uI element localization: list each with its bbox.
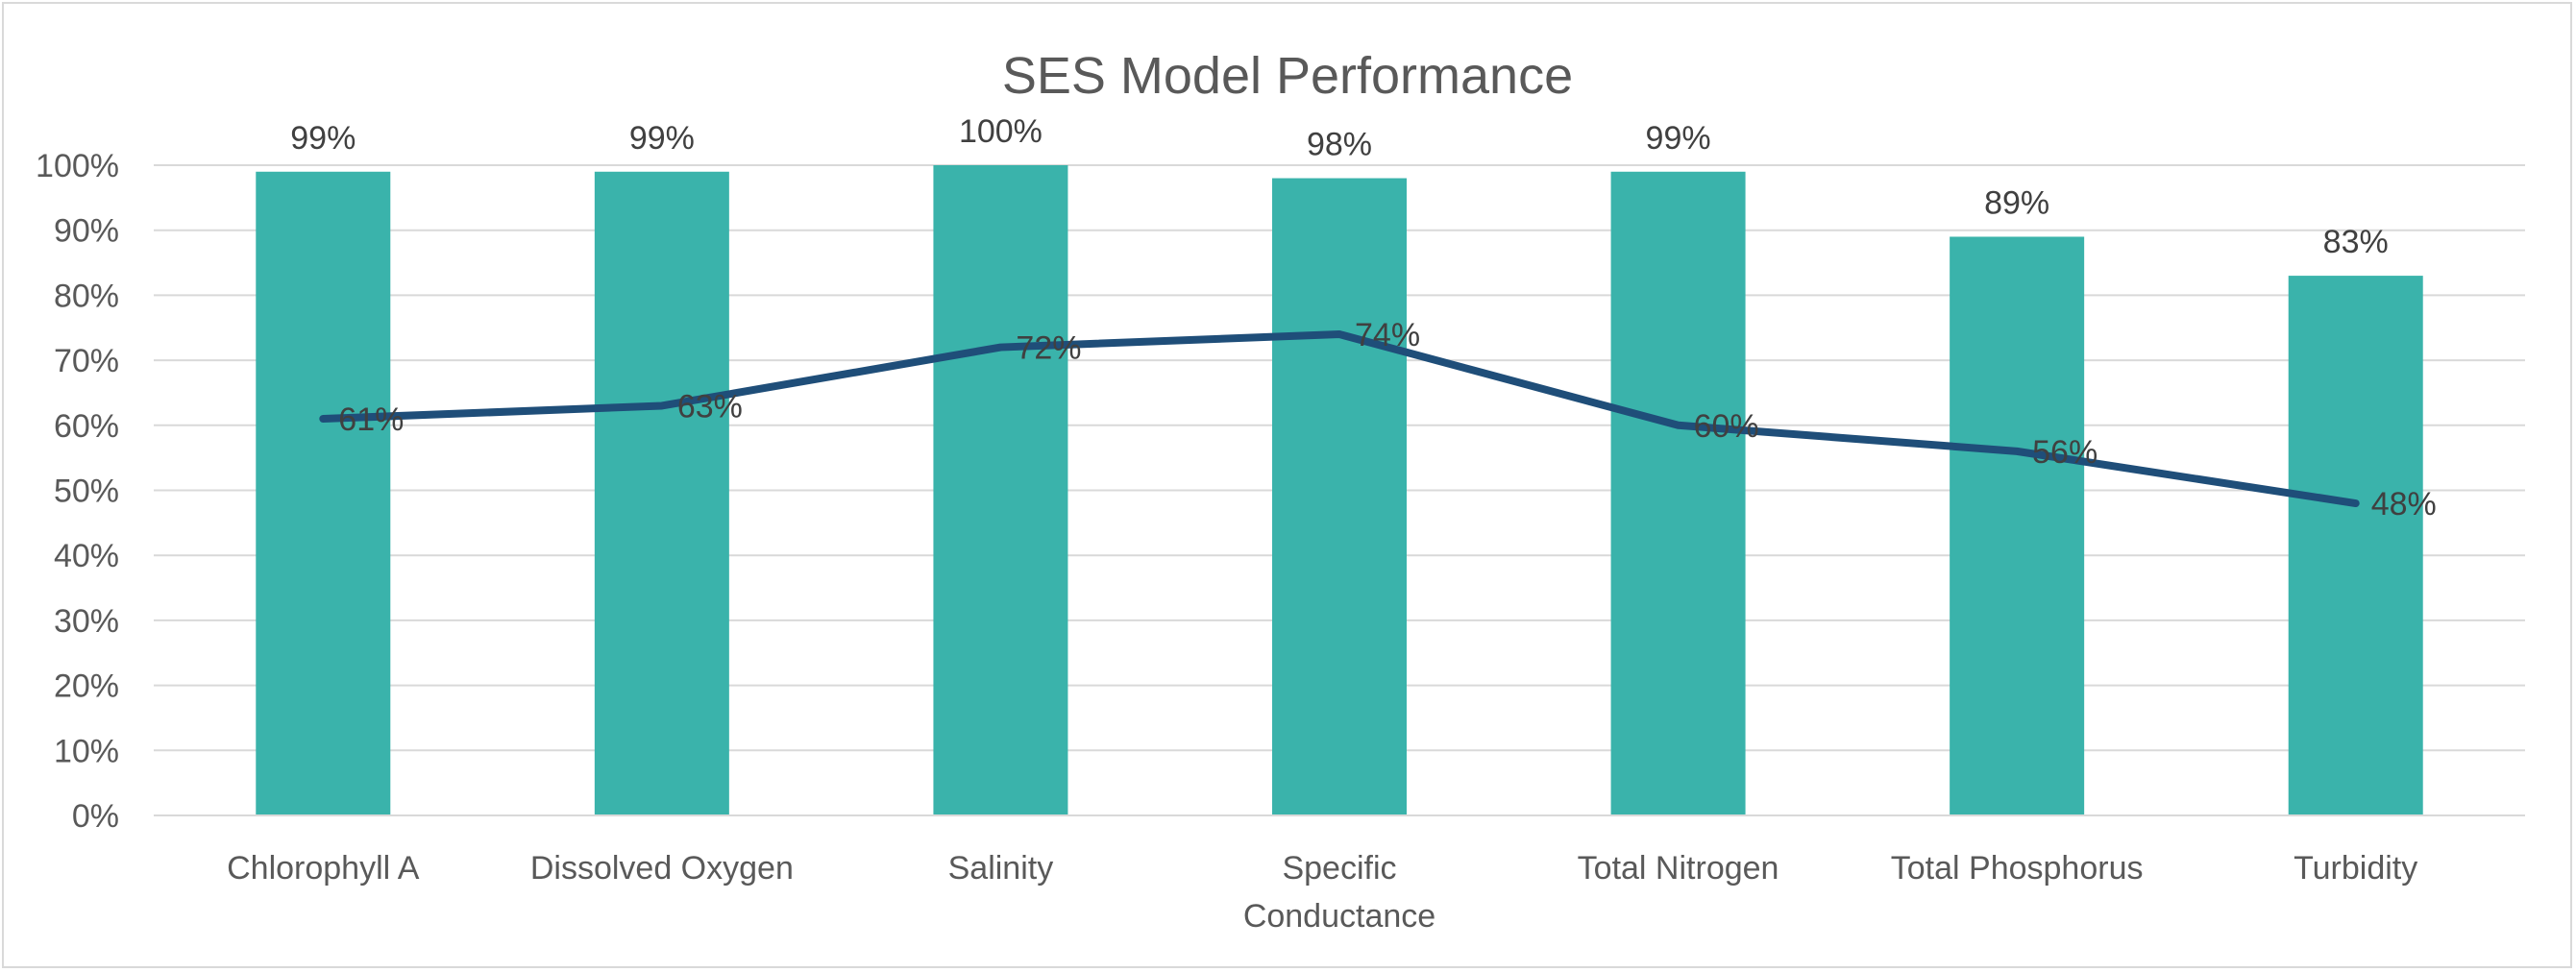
bar-data-label: 99%	[1646, 120, 1711, 157]
bar	[1610, 171, 1746, 815]
bar	[1272, 178, 1407, 816]
x-category-label: Salinity	[948, 850, 1054, 887]
y-tick-label: 0%	[72, 798, 119, 835]
bar-data-label: 99%	[629, 120, 695, 157]
line-data-label: 48%	[2371, 486, 2437, 522]
y-tick-label: 20%	[54, 668, 119, 705]
bar	[256, 171, 391, 815]
bar-data-label: 98%	[1307, 127, 1372, 163]
line-path	[319, 330, 2360, 508]
x-category-label: Total Phosphorus	[1891, 850, 2144, 887]
bar-data-label: 83%	[2323, 224, 2389, 260]
line-series: 61% 63% 72% 74% 60% 56% 48%	[319, 317, 2437, 522]
x-category-label: Conductance	[1243, 898, 1435, 935]
line-data-label: 63%	[677, 388, 743, 425]
chart-title: SES Model Performance	[1002, 47, 1573, 105]
bar-data-label: 100%	[959, 113, 1043, 150]
y-tick-label: 80%	[54, 278, 119, 314]
y-tick-label: 50%	[54, 474, 119, 510]
bar-series: 99% 99% 100% 98% 99% 89% 83%	[256, 113, 2423, 816]
line-data-label: 72%	[1016, 330, 1081, 367]
bar-data-label: 99%	[290, 120, 356, 157]
line-data-label: 61%	[338, 401, 404, 438]
y-axis: 0% 10% 20% 30% 40% 50% 60% 70% 80% 90% 100%	[36, 148, 119, 835]
y-tick-label: 90%	[54, 213, 119, 250]
y-tick-label: 60%	[54, 408, 119, 445]
bar	[1950, 236, 2085, 816]
line-data-label: 60%	[1694, 408, 1759, 445]
bar	[933, 165, 1068, 815]
bar-data-label: 89%	[1984, 184, 2049, 221]
line-data-label: 74%	[1355, 317, 1420, 353]
x-category-label: Turbidity	[2294, 850, 2417, 887]
y-tick-label: 70%	[54, 343, 119, 379]
x-axis: Chlorophyll A Dissolved Oxygen Salinity Spe…	[154, 814, 2525, 935]
x-category-label: Specific	[1282, 850, 1396, 887]
x-category-label: Chlorophyll A	[227, 850, 420, 887]
y-tick-label: 30%	[54, 603, 119, 640]
bar	[2288, 276, 2423, 816]
y-tick-label: 10%	[54, 733, 119, 769]
y-tick-label: 100%	[36, 148, 119, 184]
x-category-label: Total Nitrogen	[1578, 850, 1779, 887]
bar	[594, 171, 729, 815]
line-data-label: 56%	[2032, 434, 2098, 471]
x-category-label: Dissolved Oxygen	[530, 850, 794, 887]
y-tick-label: 40%	[54, 538, 119, 574]
